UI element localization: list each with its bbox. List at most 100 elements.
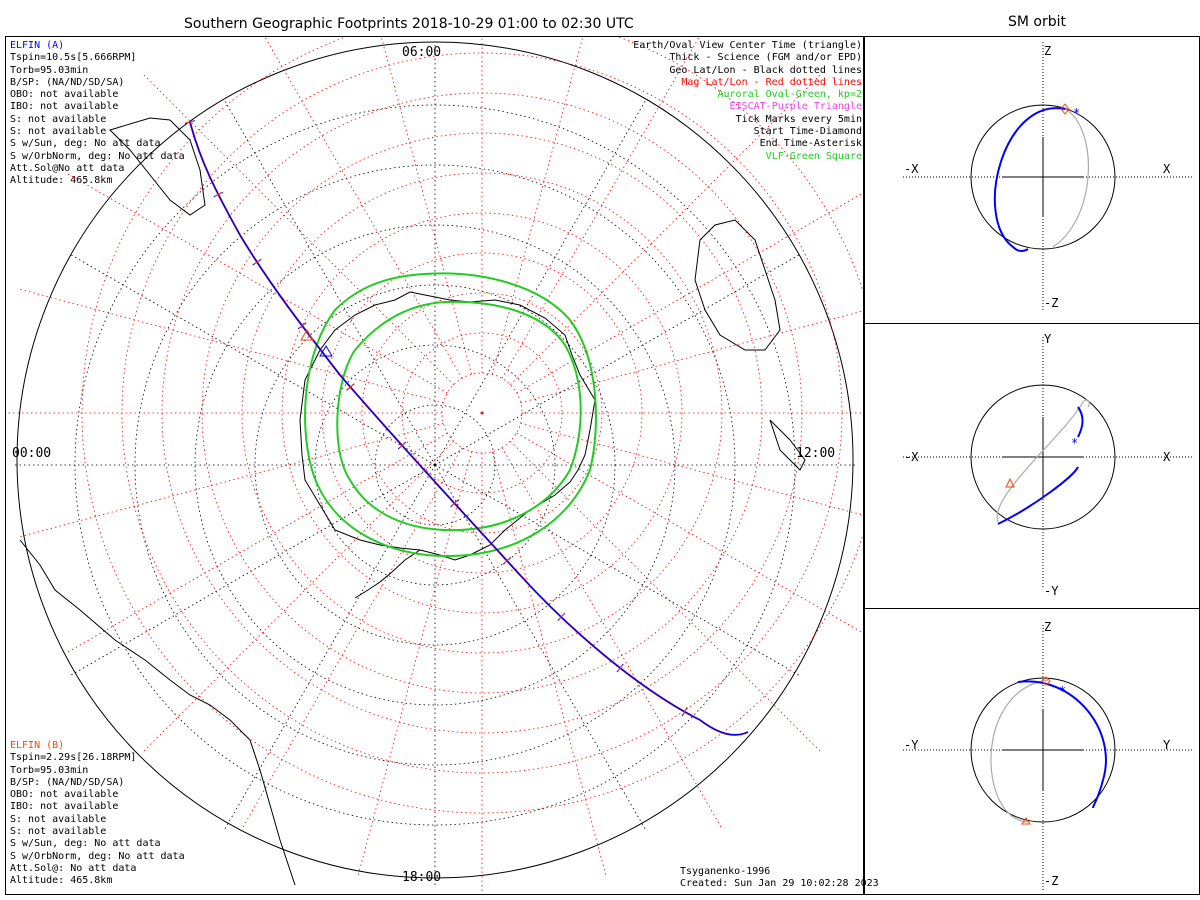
- view-center-triangle-a: [319, 345, 333, 357]
- elfin-b-line: IBO: not available: [10, 801, 119, 813]
- panel2-right-label: X: [1163, 450, 1171, 464]
- panel3-top-label: Z: [1044, 620, 1052, 634]
- legend-item: Geo Lat/Lon - Black dotted lines: [669, 64, 862, 76]
- track-elfin-a: [189, 121, 749, 736]
- svg-text:*: *: [1073, 106, 1080, 120]
- main-title: Southern Geographic Footprints 2018-10-2…: [184, 16, 634, 32]
- mag-meridian: [264, 37, 463, 379]
- elfin-b-line: Altitude: 465.8km: [10, 875, 113, 887]
- legend-item: EISCAT-Purple Triangle: [729, 101, 862, 113]
- antarctic-peninsula: [354, 549, 421, 599]
- panel1-left-label: -X: [904, 162, 919, 176]
- australia-coast: [694, 219, 781, 351]
- oval-outer: [304, 272, 597, 558]
- mag-meridian: [520, 310, 863, 404]
- mag-meridian: [510, 441, 822, 753]
- track-elfin-b: [189, 121, 749, 736]
- mag-meridian: [516, 192, 863, 394]
- panel2-top-label: Y: [1044, 332, 1052, 346]
- side-title: SM orbit: [1008, 14, 1067, 30]
- mag-meridian: [357, 451, 473, 877]
- clock-label-left: 00:00: [12, 446, 52, 461]
- elfin-b-line: OBO: not available: [10, 789, 119, 801]
- panel1-right-label: X: [1163, 162, 1171, 176]
- legend-item: Start Time-Diamond: [753, 126, 862, 138]
- elfin-b-line: S w/Sun, deg: No att data: [10, 838, 161, 850]
- mag-pole-marker: [480, 411, 484, 415]
- elfin-a-info: ELFIN (A) Tspin=10.5s[5.666RPM] Torb=95.…: [10, 40, 185, 188]
- mag-meridian: [520, 422, 863, 516]
- geo-meridian: [434, 464, 799, 676]
- geo-meridian: [434, 464, 646, 829]
- elfin-b-line: S: not available: [10, 813, 107, 825]
- credits: Tsyganenko-1996 Created: Sun Jan 29 10:0…: [680, 866, 879, 891]
- mag-meridian: [501, 447, 723, 829]
- elfin-b-line: Att.Sol@: No att data: [10, 862, 137, 874]
- mag-meridian: [18, 422, 444, 538]
- elfin-b-info: ELFIN (B) Tspin=2.29s[26.18RPM] Torb=95.…: [10, 740, 185, 888]
- south-america-coast: [19, 539, 296, 886]
- elfin-b-line: B/SP: (NA/ND/SD/SA): [10, 776, 125, 788]
- mag-latitude-circle: [321, 252, 643, 574]
- sm-orbit-panel-yz: *: [903, 625, 1193, 890]
- panel3-bottom-label: -Z: [1044, 874, 1059, 888]
- mag-latitude-circle: [401, 332, 563, 494]
- mag-latitude-circle: [361, 292, 603, 534]
- tick-marks-elfin-a: [185, 120, 688, 717]
- mag-meridian: [66, 172, 448, 394]
- earth-limb: [16, 41, 854, 879]
- legend-item: End Time-Asterisk: [759, 138, 862, 150]
- legend-item: Earth/Oval View Center Time (triangle): [633, 40, 862, 51]
- tick-mark-b: [298, 322, 306, 329]
- tick-mark-b: [214, 192, 223, 197]
- map-frame: [5, 36, 864, 895]
- mag-latitude-circle: [241, 172, 723, 654]
- tick-mark-b: [682, 708, 688, 716]
- panel2-bottom-label: -Y: [1044, 584, 1059, 598]
- clock-label-right: 12:00: [796, 446, 836, 461]
- tick-mark-b: [398, 442, 406, 449]
- svg-text:*: *: [1071, 436, 1078, 450]
- mag-meridian: [142, 73, 454, 385]
- africa-coast: [109, 117, 206, 216]
- model-label: Tsyganenko-1996: [680, 866, 771, 877]
- elfin-a-line: Altitude: 465.8km: [10, 175, 113, 187]
- tick-mark-b: [503, 557, 511, 564]
- elfin-a-line: Att.Sol@No att data: [10, 162, 125, 174]
- legend-item: Thick - Science (FGM and/or EPD): [669, 52, 862, 64]
- mag-latitude-circle: [281, 212, 683, 614]
- elfin-a-line: S: not available: [10, 113, 107, 125]
- tick-mark-b: [186, 120, 194, 124]
- geo-latitude-circle: [134, 164, 736, 766]
- view-center-triangle-b: [300, 329, 314, 341]
- sm-orbit-panel-xz: *: [903, 42, 1193, 312]
- legend-item: Tick Marks every 5min: [735, 113, 862, 125]
- elfin-a-line: S w/OrbNorm, deg: No att data: [10, 150, 185, 162]
- geo-pole-marker: [433, 463, 437, 467]
- legend-item: Mag Lat/Lon - Red dotted lines: [681, 76, 862, 88]
- mag-meridian: [491, 451, 607, 877]
- elfin-a-title: ELFIN (A): [10, 40, 65, 51]
- mag-meridian: [491, 37, 584, 375]
- panel1-top-label: Z: [1044, 44, 1052, 58]
- new-zealand-coast: [769, 419, 806, 471]
- created-label: Created: Sun Jan 29 10:02:28 2023: [680, 878, 879, 890]
- geo-meridian: [434, 101, 646, 466]
- panel3-right-label: Y: [1163, 738, 1171, 752]
- geo-latitude-circle: [314, 344, 556, 586]
- elfin-b-title: ELFIN (B): [10, 740, 65, 751]
- elfin-a-line: B/SP: (NA/ND/SD/SA): [10, 76, 125, 88]
- geo-meridian: [224, 101, 436, 466]
- elfin-a-line: OBO: not available: [10, 89, 119, 101]
- tick-marks-elfin-b: [186, 120, 688, 716]
- tick-mark-b: [347, 384, 354, 391]
- mag-meridian: [142, 441, 454, 753]
- clock-label-bottom: 18:00: [402, 870, 442, 885]
- tick-mark-b: [253, 259, 261, 265]
- legend: Earth/Oval View Center Time (triangle) T…: [633, 40, 862, 163]
- clock-label-top: 06:00: [402, 45, 442, 60]
- legend-item: VLF-Green Square: [765, 150, 862, 162]
- auroral-ovals: [304, 272, 597, 558]
- elfin-b-line: S: not available: [10, 826, 107, 838]
